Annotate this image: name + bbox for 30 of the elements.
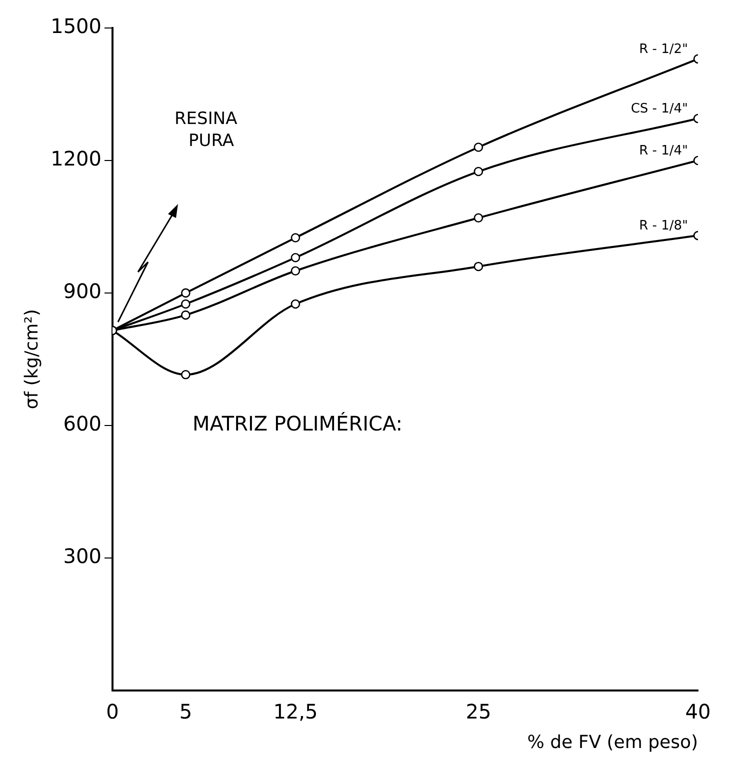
y-tick-label: 1200: [50, 146, 102, 171]
series-label: CS - 1/4": [630, 101, 688, 116]
point: [290, 233, 300, 242]
point: [181, 310, 190, 320]
point: [290, 252, 300, 262]
y-tick-label: 900: [63, 279, 102, 304]
point: [181, 288, 190, 298]
annotation: MATRIZ POLIMÉRICA:: [192, 412, 403, 436]
x-tick-label: 12,5: [273, 700, 318, 724]
point: [474, 213, 484, 223]
y-tick-label: 300: [63, 544, 102, 568]
series-label: R - 1/2": [639, 42, 688, 57]
point: [474, 262, 484, 272]
y-axis-title: σf (kg/cm²): [21, 309, 42, 410]
x-tick-label: 25: [466, 700, 492, 724]
point: [290, 266, 300, 276]
y-tick-label: 1500: [50, 14, 102, 38]
annotation: RESINA PURA: [174, 108, 238, 151]
point: [290, 299, 300, 309]
x-tick-label: 5: [179, 700, 192, 724]
point: [474, 142, 484, 152]
series-label: R - 1/4": [639, 143, 688, 158]
point: [474, 166, 484, 176]
x-tick-label: 0: [106, 700, 119, 724]
x-axis-title: % de FV (em peso): [527, 732, 698, 753]
y-tick-label: 600: [63, 412, 102, 436]
point: [181, 370, 190, 380]
series-label: R - 1/8": [639, 218, 688, 234]
point: [181, 299, 190, 309]
x-tick-label: 40: [685, 700, 711, 724]
